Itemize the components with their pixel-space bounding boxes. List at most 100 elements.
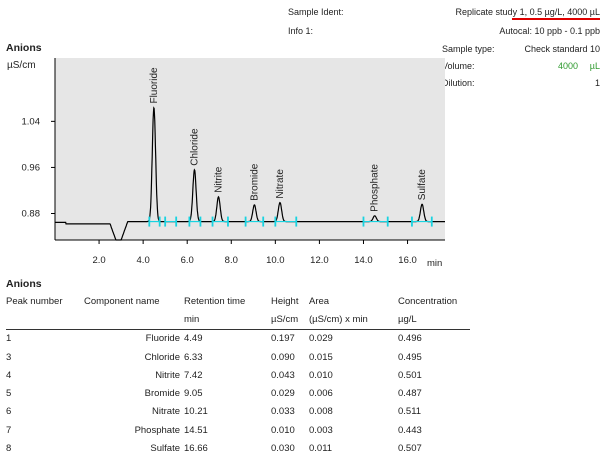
sample-ident-label: Sample Ident:: [288, 7, 344, 17]
table-row-cell: Nitrite: [155, 369, 180, 381]
info-value: Autocal: 10 ppb - 0.1 ppb: [499, 26, 600, 36]
table-row-cell: 8: [6, 443, 12, 455]
x-tick-label: 10.0: [266, 255, 285, 266]
table-row-cell: 5: [6, 388, 12, 400]
red-underline: [512, 18, 600, 20]
table-title: Anions: [6, 278, 42, 290]
table-units-row-cell: [84, 310, 184, 330]
table-units-row-cell: µS/cm: [271, 310, 309, 330]
x-tick-label: 12.0: [310, 255, 329, 266]
table-row: 8 Sulfate 16.66 0.030 0.011 0.507: [6, 439, 470, 457]
table-row-cell: 1: [6, 333, 12, 345]
chart-title: Anions: [6, 42, 42, 54]
table-row-cell: Nitrate: [152, 406, 180, 418]
table-row-cell: 3: [6, 351, 12, 363]
sample-ident-value: Replicate study 1, 0.5 µg/L, 4000 µL: [455, 7, 600, 17]
x-tick-label: 2.0: [92, 255, 105, 266]
table-row-cell: 0.443: [398, 424, 422, 436]
table-row-cell: 0.029: [309, 333, 333, 345]
table-header-row-cell: Peak number: [6, 295, 63, 307]
peak-label: Chloride: [189, 128, 200, 166]
y-axis-label: µS/cm: [7, 60, 36, 71]
table-row-cell: 0.010: [271, 424, 295, 436]
volume-unit: µL: [589, 61, 600, 71]
table-row-cell: 4: [6, 369, 12, 381]
table-row-cell: 0.033: [271, 406, 295, 418]
x-tick-label: 16.0: [398, 255, 417, 266]
y-tick-label: 1.04: [22, 116, 41, 127]
peak-label: Sulfate: [417, 169, 428, 201]
table-row-cell: 0.495: [398, 351, 422, 363]
table-row-cell: 10.21: [184, 406, 208, 418]
table-row-cell: 14.51: [184, 424, 208, 436]
table-row-cell: 0.029: [271, 388, 295, 400]
table-row-cell: 9.05: [184, 388, 203, 400]
table-row: 7 Phosphate 14.51 0.010 0.003 0.443: [6, 421, 470, 439]
table-header-row-cell: Retention time: [184, 295, 246, 307]
table-header-row: Peak number Component name Retention time H…: [6, 292, 470, 310]
table-row: 3 Chloride 6.33 0.090 0.015 0.495: [6, 348, 470, 366]
info-label: Info 1:: [288, 26, 314, 36]
table-units-row-cell: [6, 310, 84, 330]
x-tick-label: 14.0: [354, 255, 373, 266]
volume-value: 4000: [557, 61, 578, 71]
volume-label: Volume:: [442, 61, 475, 71]
table-row-cell: 0.006: [309, 388, 333, 400]
table-row-cell: 6: [6, 406, 12, 418]
table-header-row-cell: Area: [309, 295, 330, 307]
x-axis-label: min: [427, 258, 442, 269]
table-units-row: min µS/cm (µS/cm) x min µg/L: [6, 310, 470, 330]
table-row-cell: 0.015: [309, 351, 333, 363]
table-row-cell: Chloride: [144, 351, 180, 363]
x-tick-label: 4.0: [137, 255, 150, 266]
table-row: 6 Nitrate 10.21 0.033 0.008 0.511: [6, 403, 470, 421]
table-row-cell: 0.090: [271, 351, 295, 363]
table-row-cell: 7: [6, 424, 12, 436]
table-row-cell: 7.42: [184, 369, 203, 381]
peak-table: Peak number Component name Retention time H…: [6, 292, 470, 458]
table-header-row-cell: Component name: [84, 295, 160, 307]
table-header-row-cell: Concentration: [398, 295, 458, 307]
table-units-row-cell: min: [184, 310, 271, 330]
y-tick-label: 0.88: [22, 209, 41, 220]
chromatogram-chart: 0.88 0.96 1.04 2.0 4.0 6.0 8.0 10.0 12.0 14.0 16.0…: [7, 58, 445, 269]
peak-label: Fluoride: [149, 67, 160, 104]
table-row-cell: 16.66: [184, 443, 208, 455]
table-row: 4 Nitrite 7.42 0.043 0.010 0.501: [6, 366, 470, 384]
table-row-cell: 0.011: [309, 443, 333, 455]
table-row-cell: 0.501: [398, 369, 422, 381]
peak-label: Nitrate: [275, 169, 286, 199]
table-row-cell: Bromide: [144, 388, 180, 400]
dilution-value: 1: [594, 78, 600, 88]
peak-label: Bromide: [249, 163, 260, 201]
sample-type-value: Check standard 10: [524, 44, 600, 54]
table-row-cell: 0.496: [398, 333, 422, 345]
table-row-cell: 0.043: [271, 369, 295, 381]
sample-type-label: Sample type:: [442, 44, 495, 54]
table-row-cell: 0.003: [309, 424, 333, 436]
table-row-cell: 0.507: [398, 443, 422, 455]
table-row-cell: Sulfate: [150, 443, 180, 455]
table-header-row-cell: Height: [271, 295, 299, 307]
table-row: 5 Bromide 9.05 0.029 0.006 0.487: [6, 384, 470, 402]
plot-area: [55, 58, 445, 240]
table-units-row-cell: µg/L: [398, 310, 470, 330]
table-row-cell: 0.487: [398, 388, 422, 400]
peak-label: Nitrite: [213, 166, 224, 193]
table-row-cell: 0.197: [271, 333, 295, 345]
table-row-cell: Fluoride: [145, 333, 180, 345]
x-tick-label: 6.0: [181, 255, 194, 266]
table-row-cell: 0.008: [309, 406, 333, 418]
table-row-cell: 6.33: [184, 351, 203, 363]
table-row-cell: 0.010: [309, 369, 333, 381]
table-row-cell: 0.511: [398, 406, 422, 418]
table-row-cell: 4.49: [184, 333, 203, 345]
table-row-cell: Phosphate: [134, 424, 180, 436]
table-row-cell: 0.030: [271, 443, 295, 455]
dilution-label: Dilution:: [442, 78, 475, 88]
table-units-row-cell: (µS/cm) x min: [309, 310, 398, 330]
peak-label: Phosphate: [370, 164, 381, 212]
x-tick-label: 8.0: [225, 255, 238, 266]
y-tick-label: 0.96: [22, 162, 41, 173]
table-row: 1 Fluoride 4.49 0.197 0.029 0.496: [6, 329, 470, 348]
